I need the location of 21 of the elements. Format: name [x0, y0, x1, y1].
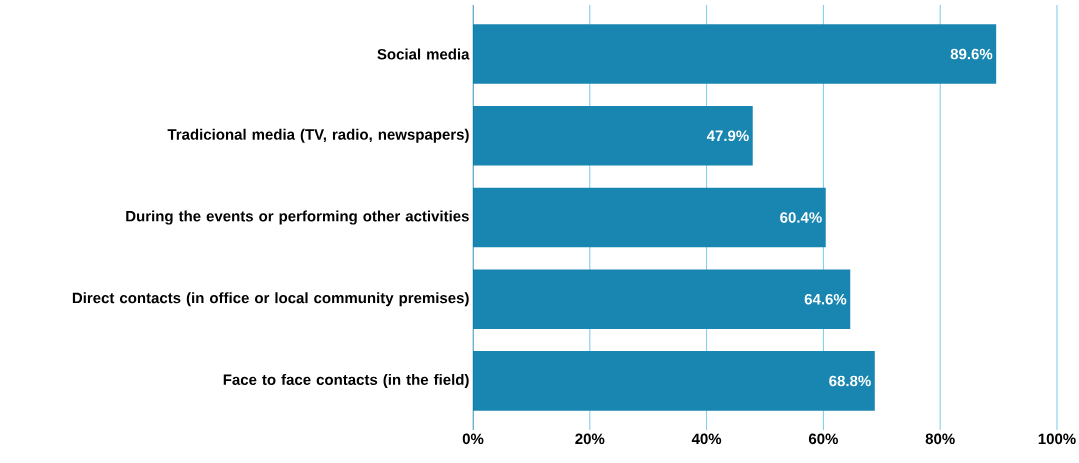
data-label: 68.8%: [829, 375, 871, 387]
y-tick-label: Social media: [377, 48, 470, 60]
bar: [473, 187, 826, 248]
x-tick-label: 100%: [1038, 433, 1076, 445]
y-tick-label: During the events or performing other activities: [126, 210, 469, 225]
bar: [473, 351, 875, 411]
bar: [473, 105, 753, 166]
bar: [473, 24, 997, 84]
x-tick-label: 20%: [575, 433, 605, 445]
x-tick-label: 40%: [691, 433, 722, 445]
y-tick-label: Direct contacts (in office or local community premises): [72, 292, 469, 307]
data-label: 47.9%: [706, 130, 749, 142]
bar: [473, 269, 851, 330]
x-tick-label: 60%: [808, 433, 838, 445]
y-tick-label: Face to face contacts (in the field): [223, 373, 469, 388]
data-label: 64.6%: [804, 293, 847, 305]
x-tick-label: 0%: [462, 433, 484, 445]
x-tick-label: 80%: [925, 433, 955, 445]
y-tick-label: Tradicional media (TV, radio, newspapers): [167, 128, 469, 143]
data-label: 60.4%: [780, 212, 822, 223]
data-label: 89.6%: [950, 48, 993, 60]
